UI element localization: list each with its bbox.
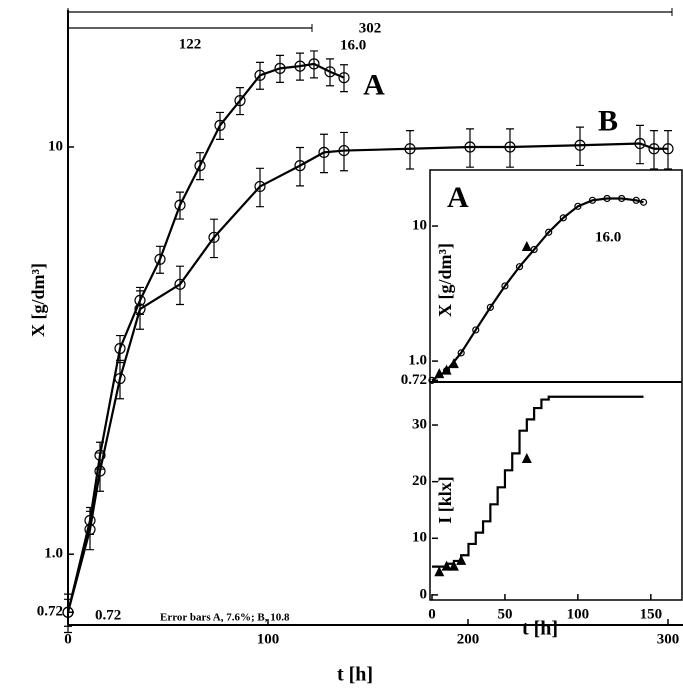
series-label: A bbox=[363, 69, 385, 102]
y-tick-label: 10 bbox=[412, 530, 427, 546]
inset-frame bbox=[430, 170, 682, 600]
y-axis-label: I [klx] bbox=[435, 476, 455, 524]
x-axis-label: t [h] bbox=[337, 664, 373, 686]
series-line bbox=[68, 64, 344, 612]
y-tick-label: 20 bbox=[412, 473, 427, 489]
chart-title: A bbox=[447, 181, 469, 214]
y-tick-label: 10 bbox=[412, 217, 427, 233]
y-axis-label: X [g/dm³] bbox=[28, 263, 48, 337]
y-tick-label: 0.72 bbox=[37, 604, 63, 620]
error-bar bbox=[256, 62, 264, 89]
annotation: 16.0 bbox=[595, 229, 621, 245]
y-tick-label: 30 bbox=[412, 416, 427, 432]
annotation: Error bars A, 7.6%; B, 10.8 bbox=[160, 612, 290, 624]
error-bar bbox=[210, 219, 218, 257]
y-tick-label: 10 bbox=[48, 138, 63, 154]
x-tick-label: 300 bbox=[657, 631, 680, 647]
series-label: B bbox=[598, 105, 618, 138]
x-tick-label: 150 bbox=[640, 606, 663, 622]
x-axis-label: t [h] bbox=[522, 618, 558, 640]
annotation: 0.72 bbox=[95, 607, 121, 623]
chart: 0.721.0100100200300t [h]X [g/dm³]1223021… bbox=[0, 0, 683, 690]
x-tick-label: 200 bbox=[457, 631, 480, 647]
annotation: 16.0 bbox=[340, 37, 366, 53]
x-tick-label: 0 bbox=[428, 606, 436, 622]
error-bar bbox=[216, 112, 224, 139]
y-axis-label: X [g/dm³] bbox=[435, 243, 455, 317]
y-tick-label: 1.0 bbox=[408, 353, 427, 369]
y-tick-label: 0.72 bbox=[401, 372, 427, 388]
error-bar bbox=[256, 168, 264, 206]
x-tick-label: 100 bbox=[567, 606, 590, 622]
x-tick-label: 100 bbox=[257, 631, 280, 647]
x-tick-label: 50 bbox=[497, 606, 512, 622]
span-label: 122 bbox=[179, 36, 202, 52]
y-tick-label: 0 bbox=[420, 586, 428, 602]
x-tick-label: 0 bbox=[64, 631, 72, 647]
error-bar bbox=[236, 88, 244, 115]
y-tick-label: 1.0 bbox=[44, 546, 63, 562]
span-label: 302 bbox=[359, 20, 382, 36]
error-bar bbox=[196, 153, 204, 180]
error-bar bbox=[340, 65, 348, 92]
